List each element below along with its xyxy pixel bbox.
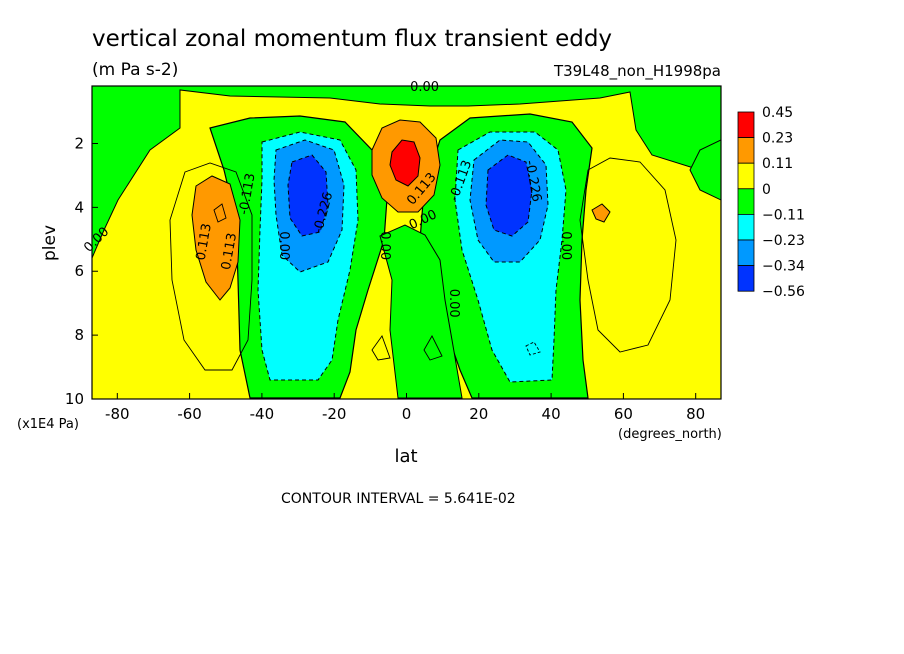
- contour-label: 0.00: [377, 231, 392, 260]
- region-right-pos-orange: [591, 203, 611, 223]
- colorbar: 0.45 0.23 0.11 0 −0.11 −0.23 −0.34 −0.56: [737, 105, 805, 300]
- x-tick-label: -40: [250, 405, 275, 423]
- x-tick-label: -60: [177, 405, 202, 423]
- x-tick-label: 20: [469, 405, 488, 423]
- plot-title: vertical zonal momentum flux transient e…: [92, 26, 612, 52]
- colorbar-swatch: [737, 213, 755, 241]
- contour-label: 0.00: [446, 289, 461, 318]
- colorbar-swatch: [737, 239, 755, 267]
- y-axis: 2 4 6 8 10: [65, 134, 98, 408]
- x-tick-label: 40: [542, 405, 561, 423]
- colorbar-swatch: [737, 111, 755, 139]
- colorbar-swatch: [737, 188, 755, 215]
- contour-label: -0.226: [522, 159, 544, 203]
- colorbar-swatch: [737, 162, 755, 190]
- contour-mark-2: [423, 335, 443, 361]
- contour-interval-note: CONTOUR INTERVAL = 5.641E-02: [281, 491, 516, 507]
- contour-label: 0.00: [276, 231, 291, 260]
- colorbar-label: 0.23: [762, 131, 793, 147]
- colorbar-label: 0.11: [762, 156, 793, 172]
- contour-mark-4: [525, 341, 541, 356]
- y-axis-label: plev: [40, 225, 60, 261]
- colorbar-swatch: [737, 137, 755, 164]
- y-tick-label: 10: [65, 390, 84, 408]
- contour-right-weak: [579, 157, 677, 353]
- colorbar-label: −0.11: [762, 207, 805, 223]
- colorbar-label: 0: [762, 182, 771, 198]
- contour-mark-3: [213, 203, 227, 223]
- colorbar-swatch: [737, 265, 755, 292]
- x-axis-units: (degrees_north): [618, 427, 722, 442]
- region-center-pos-red: [389, 139, 421, 187]
- y-tick-label: 4: [74, 198, 84, 216]
- contour-label: -0.113: [237, 172, 259, 216]
- region-left-pos-orange: [191, 175, 241, 301]
- contour-label: 0.113: [219, 232, 240, 271]
- x-tick-label: 80: [686, 405, 705, 423]
- y-tick-label: 2: [74, 134, 84, 152]
- region-right-neg-core: [485, 154, 533, 237]
- x-tick-label: 60: [614, 405, 633, 423]
- x-axis-label: lat: [394, 446, 417, 467]
- region-left-neg-core: [287, 154, 329, 237]
- y-tick-label: 8: [74, 326, 84, 344]
- x-axis: -80 -60 -40 -20 0 20 40 60 80: [105, 393, 705, 423]
- x-tick-label: 0: [402, 405, 412, 423]
- contour-label: 0.00: [410, 80, 439, 95]
- contour-left-weak: [169, 162, 253, 371]
- x-tick-label: -80: [105, 405, 130, 423]
- colorbar-label: −0.34: [762, 259, 805, 275]
- region-right-edge-green: [689, 139, 721, 201]
- contour-field: [92, 86, 721, 399]
- colorbar-label: −0.23: [762, 233, 805, 249]
- plot-units: (m Pa s-2): [92, 60, 178, 80]
- region-top-green: [92, 86, 721, 259]
- contour-label: 0.113: [194, 222, 215, 261]
- run-id: T39L48_non_H1998pa: [553, 62, 721, 81]
- colorbar-label: 0.45: [762, 105, 793, 121]
- y-tick-label: 6: [74, 262, 84, 280]
- contour-mark-1: [371, 335, 391, 361]
- x-tick-label: -20: [322, 405, 347, 423]
- y-axis-units: (x1E4 Pa): [17, 417, 79, 432]
- contour-label: 0.00: [558, 231, 573, 260]
- colorbar-label: −0.56: [762, 284, 805, 300]
